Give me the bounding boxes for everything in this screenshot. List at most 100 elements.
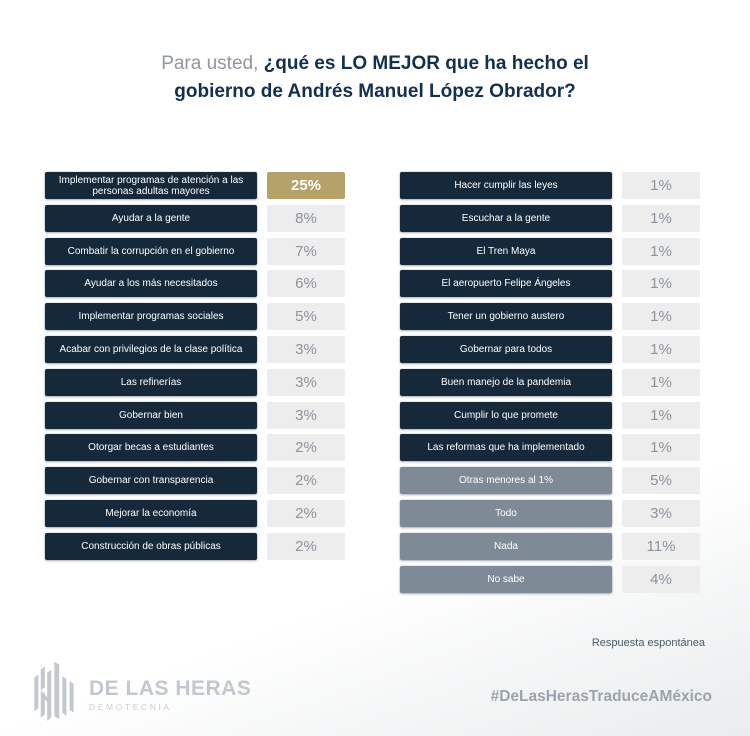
list-item: Las reformas que ha implementado 1%: [400, 434, 700, 462]
list-item: Las refinerías 3%: [45, 368, 345, 396]
category-label: Ayudar a los más necesitados: [84, 278, 218, 290]
list-item: Ayudar a los más necesitados 6%: [45, 270, 345, 298]
category-box: Mejorar la economía: [45, 499, 257, 527]
brand-text: DE LAS HERAS DEMOTECNIA: [89, 678, 251, 712]
value-box: 1%: [622, 172, 700, 199]
value-label: 3%: [295, 406, 317, 424]
list-item: El aeropuerto Felipe Ángeles 1%: [400, 270, 700, 298]
list-item: Ayudar a la gente 8%: [45, 204, 345, 232]
value-box: 11%: [622, 532, 700, 560]
title-prefix: Para usted,: [161, 53, 259, 74]
category-label: El aeropuerto Felipe Ángeles: [441, 278, 571, 290]
list-item: Combatir la corrupción en el gobierno 7%: [45, 237, 345, 265]
category-label: Mejorar la economía: [105, 507, 197, 519]
value-box: 25%: [267, 172, 345, 199]
category-label: El Tren Maya: [476, 245, 536, 257]
value-box: 4%: [622, 565, 700, 593]
value-label: 2%: [295, 439, 317, 457]
value-label: 1%: [650, 406, 672, 424]
de-las-heras-logo-icon: [32, 660, 80, 729]
category-box: Combatir la corrupción en el gobierno: [45, 237, 257, 265]
page-title: Para usted, ¿qué es LO MEJOR que ha hech…: [0, 50, 750, 106]
category-label: Gobernar con transparencia: [88, 475, 214, 487]
value-box: 2%: [267, 532, 345, 560]
value-label: 1%: [650, 177, 672, 194]
value-box: 1%: [622, 303, 700, 331]
list-item: Hacer cumplir las leyes 1%: [400, 172, 700, 199]
list-item: Escuchar a la gente 1%: [400, 204, 700, 232]
list-item: Todo 3%: [400, 499, 700, 527]
category-box: Las reformas que ha implementado: [400, 434, 612, 462]
value-label: 1%: [650, 242, 672, 260]
category-box: Las refinerías: [45, 368, 257, 396]
category-box: Implementar programas sociales: [45, 303, 257, 331]
category-label: Gobernar bien: [119, 409, 183, 421]
value-box: 3%: [267, 368, 345, 396]
value-box: 3%: [267, 335, 345, 363]
value-box: 1%: [622, 270, 700, 298]
value-label: 3%: [295, 373, 317, 391]
list-item: Tener un gobierno austero 1%: [400, 303, 700, 331]
value-label: 5%: [650, 472, 672, 490]
results-column-left: Implementar programas de atención a las …: [45, 172, 345, 560]
list-item: Otras menores al 1% 5%: [400, 467, 700, 495]
brand-name: DE LAS HERAS: [89, 676, 252, 700]
value-label: 3%: [650, 504, 672, 522]
value-label: 11%: [646, 537, 676, 555]
category-label: Construcción de obras públicas: [81, 540, 221, 552]
value-box: 1%: [622, 434, 700, 462]
category-label: Hacer cumplir las leyes: [454, 180, 558, 191]
list-item: Otorgar becas a estudiantes 2%: [45, 434, 345, 462]
category-box: Hacer cumplir las leyes: [400, 172, 612, 199]
category-box: No sabe: [400, 565, 612, 593]
title-line-1: Para usted, ¿qué es LO MEJOR que ha hech…: [0, 50, 750, 78]
list-item: Implementar programas de atención a las …: [45, 172, 345, 199]
category-label: Implementar programas de atención a las …: [58, 174, 244, 197]
category-box: Gobernar con transparencia: [45, 467, 257, 495]
list-item: Acabar con privilegios de la clase polít…: [45, 335, 345, 363]
value-box: 6%: [267, 270, 345, 298]
value-box: 3%: [267, 401, 345, 429]
value-box: 1%: [622, 237, 700, 265]
value-box: 1%: [622, 401, 700, 429]
value-label: 2%: [295, 504, 317, 522]
category-label: Ayudar a la gente: [111, 212, 191, 224]
value-box: 5%: [622, 467, 700, 495]
value-label: 1%: [650, 209, 672, 227]
value-label: 1%: [650, 373, 672, 391]
category-label: Todo: [495, 507, 517, 519]
category-label: Tener un gobierno austero: [447, 311, 565, 323]
value-label: 25%: [290, 177, 322, 194]
value-box: 2%: [267, 467, 345, 495]
category-box: Gobernar bien: [45, 401, 257, 429]
value-label: 8%: [295, 209, 317, 227]
value-box: 1%: [622, 368, 700, 396]
category-box: Acabar con privilegios de la clase polít…: [45, 335, 257, 363]
list-item: Cumplir lo que promete 1%: [400, 401, 700, 429]
category-box: Otorgar becas a estudiantes: [45, 434, 257, 462]
list-item: Buen manejo de la pandemia 1%: [400, 368, 700, 396]
value-box: 2%: [267, 434, 345, 462]
category-label: Las reformas que ha implementado: [427, 442, 585, 454]
category-label: Acabar con privilegios de la clase polít…: [59, 343, 243, 355]
brand-subtitle: DEMOTECNIA: [89, 701, 172, 712]
category-label: Gobernar para todos: [459, 343, 553, 355]
list-item: Gobernar bien 3%: [45, 401, 345, 429]
category-box: Gobernar para todos: [400, 335, 612, 363]
category-box: Otras menores al 1%: [400, 467, 612, 495]
value-label: 1%: [650, 340, 672, 358]
list-item: El Tren Maya 1%: [400, 237, 700, 265]
category-box: Buen manejo de la pandemia: [400, 368, 612, 396]
value-box: 1%: [622, 335, 700, 363]
value-box: 5%: [267, 303, 345, 331]
value-label: 1%: [650, 439, 672, 457]
value-label: 3%: [295, 340, 317, 358]
value-label: 5%: [295, 308, 317, 326]
category-label: Buen manejo de la pandemia: [440, 376, 572, 388]
category-box: Tener un gobierno austero: [400, 303, 612, 331]
value-box: 8%: [267, 204, 345, 232]
value-box: 3%: [622, 499, 700, 527]
category-box: Ayudar a la gente: [45, 204, 257, 232]
value-label: 1%: [650, 308, 672, 326]
